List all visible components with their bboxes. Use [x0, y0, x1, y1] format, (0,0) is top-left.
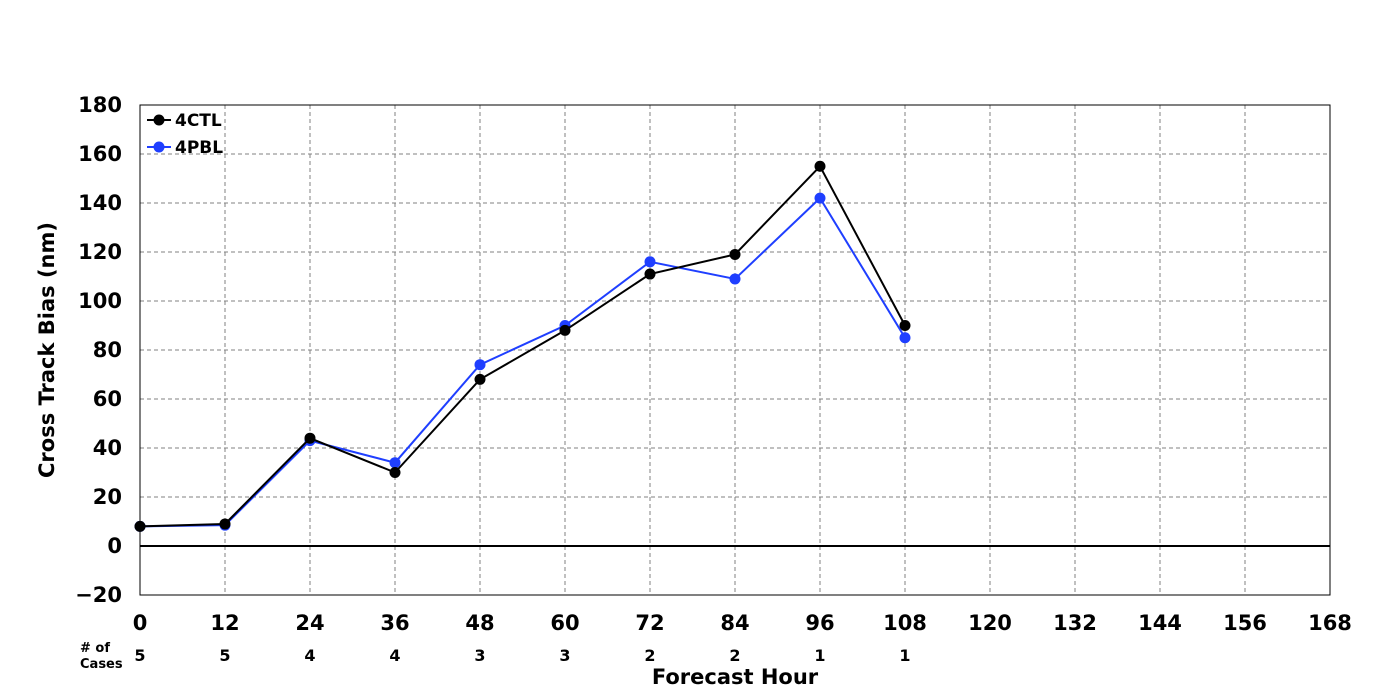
x-tick-label: 48 — [465, 611, 494, 635]
y-tick-label: 0 — [107, 534, 122, 558]
legend-swatch-marker — [153, 141, 165, 153]
cases-value: 2 — [644, 646, 655, 665]
x-axis-title: Forecast Hour — [652, 665, 819, 689]
data-point-4pbl — [389, 457, 401, 469]
x-tick-label: 60 — [550, 611, 579, 635]
data-point-4ctl — [814, 160, 826, 172]
data-point-4pbl — [814, 192, 826, 204]
cases-value: 3 — [559, 646, 570, 665]
y-tick-label: 140 — [78, 191, 122, 215]
y-tick-label: 180 — [78, 93, 122, 117]
x-tick-labels: 0 12 24 36 48 60 72 84 96 108 120 132 144 156 168 — [133, 611, 1352, 635]
y-tick-label: 60 — [93, 387, 122, 411]
cases-label-line1: # of — [80, 641, 110, 656]
series-line-4pbl — [139, 196, 906, 528]
series-lines — [134, 160, 911, 532]
cases-value: 4 — [389, 646, 400, 665]
y-tick-label: 160 — [78, 142, 122, 166]
x-tick-label: 168 — [1308, 611, 1352, 635]
x-tick-label: 0 — [133, 611, 148, 635]
cases-label-line2: Cases — [80, 657, 123, 672]
legend: 4CTL 4PBL — [147, 111, 223, 158]
y-tick-labels: −20 0 20 40 60 80 100 120 140 160 180 — [75, 93, 122, 607]
cases-value: 5 — [134, 646, 145, 665]
x-tick-label: 36 — [380, 611, 409, 635]
cases-row: # of Cases 5 5 4 4 3 3 2 2 1 1 — [80, 641, 911, 672]
data-point-4ctl — [304, 432, 316, 444]
cases-value: 1 — [899, 646, 910, 665]
x-tick-label: 144 — [1138, 611, 1182, 635]
data-point-4pbl — [644, 256, 656, 268]
data-point-4ctl — [474, 373, 486, 385]
data-point-4pbl — [474, 359, 486, 371]
y-tick-label: 120 — [78, 240, 122, 264]
cases-value: 2 — [729, 646, 740, 665]
x-tick-label: 84 — [720, 611, 749, 635]
x-tick-label: 72 — [635, 611, 664, 635]
y-tick-label: 100 — [78, 289, 122, 313]
data-point-4ctl — [899, 320, 911, 331]
y-tick-label: −20 — [75, 583, 122, 607]
cases-value: 3 — [474, 646, 485, 665]
plot-frame — [139, 104, 1331, 596]
x-tick-label: 12 — [210, 611, 239, 635]
data-point-4pbl — [899, 332, 911, 344]
series-4ctl — [134, 160, 911, 532]
data-point-4ctl — [729, 248, 741, 260]
data-point-4ctl — [219, 518, 231, 530]
series-line-4ctl — [139, 164, 906, 528]
x-tick-label: 120 — [968, 611, 1012, 635]
cases-value: 5 — [219, 646, 230, 665]
y-axis-title: Cross Track Bias (nm) — [35, 222, 59, 478]
x-tick-label: 132 — [1053, 611, 1097, 635]
x-tick-label: 108 — [883, 611, 927, 635]
x-tick-label: 156 — [1223, 611, 1267, 635]
cases-value: 1 — [814, 646, 825, 665]
data-point-4ctl — [389, 467, 401, 478]
data-point-4ctl — [644, 268, 656, 280]
y-tick-label: 80 — [93, 338, 122, 362]
x-tick-label: 96 — [805, 611, 834, 635]
data-point-4pbl — [729, 273, 741, 285]
data-point-4ctl — [559, 324, 571, 336]
y-tick-label: 20 — [93, 485, 122, 509]
legend-label: 4PBL — [175, 138, 223, 158]
cases-value: 4 — [304, 646, 315, 665]
legend-label: 4CTL — [175, 111, 222, 131]
x-tick-label: 24 — [295, 611, 324, 635]
legend-swatch-marker — [153, 114, 165, 126]
y-tick-label: 40 — [93, 436, 122, 460]
